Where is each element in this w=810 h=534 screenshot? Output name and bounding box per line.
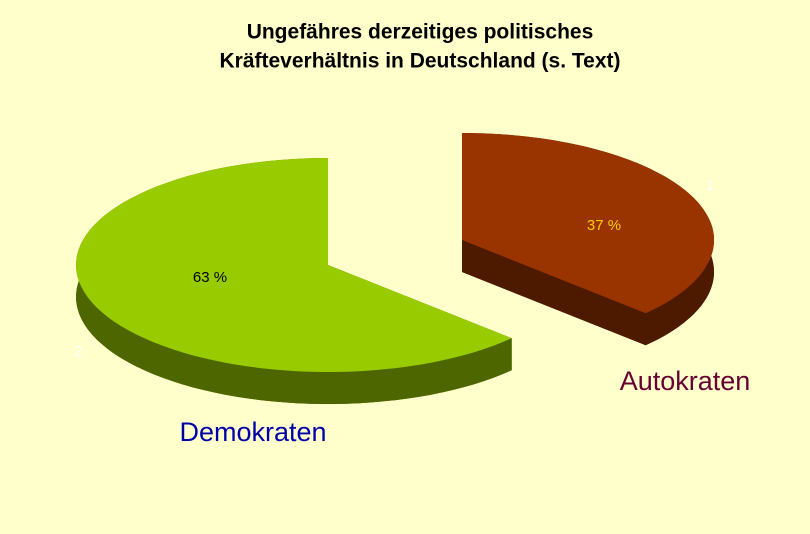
slice (76, 158, 512, 372)
slice-number: 2 (74, 343, 82, 360)
slice-number: 1 (706, 177, 714, 194)
category-label: Autokraten (620, 366, 751, 396)
chart-title: Ungefähres derzeitiges politisches (247, 21, 594, 44)
value-label: 37 % (587, 217, 621, 234)
category-label: Demokraten (179, 417, 326, 447)
slice (462, 133, 714, 314)
chart-title: Kräfteverhältnis in Deutschland (s. Text… (219, 50, 620, 73)
slice-wall (462, 240, 646, 346)
slice-rim (76, 158, 512, 404)
value-label: 63 % (193, 269, 227, 286)
